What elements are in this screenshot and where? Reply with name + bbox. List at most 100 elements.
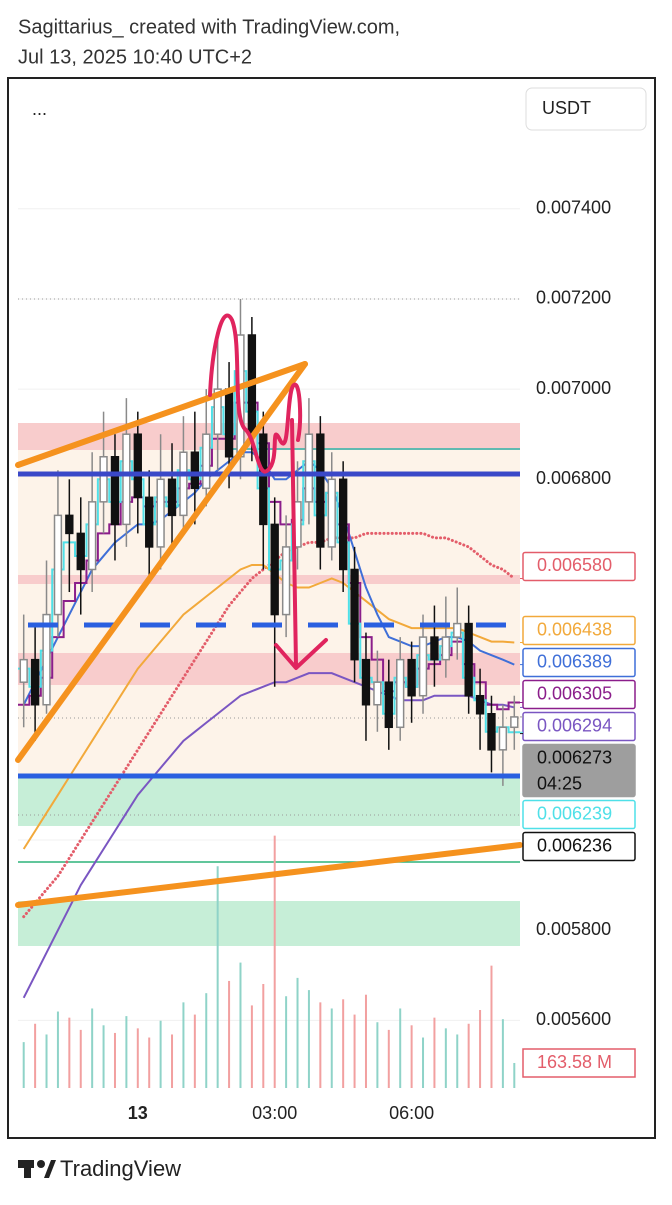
candle-body (487, 713, 496, 751)
menu[interactable]: ... (32, 99, 47, 119)
volume-bar (456, 1034, 459, 1088)
candle-body (316, 433, 325, 548)
volume-bar (387, 1029, 390, 1088)
candle-body (110, 456, 120, 526)
volume-bar (22, 1042, 25, 1088)
candle-body (53, 514, 63, 616)
zone (18, 778, 520, 826)
volume-bar (410, 1025, 413, 1088)
candle-body (338, 478, 348, 571)
countdown: 04:25 (537, 773, 582, 793)
zone (18, 901, 520, 946)
volume-bar (193, 1014, 196, 1088)
candle-body (396, 658, 405, 729)
trendline (15, 842, 523, 908)
volume-bar (250, 1005, 253, 1088)
price-tag-label: 0.006438 (537, 619, 612, 639)
volume-bar (444, 1028, 447, 1088)
volume-bar (330, 1008, 333, 1088)
plot (18, 298, 520, 1088)
currency-box[interactable] (525, 87, 647, 131)
candle-body (202, 433, 211, 490)
candle-body (259, 433, 268, 526)
candle-body (42, 613, 51, 706)
volume-bar (364, 994, 367, 1088)
price-tag (522, 831, 636, 862)
candle-body (510, 716, 519, 729)
candle-body (407, 658, 416, 697)
y-tick-label: 0.005600 (536, 1009, 611, 1029)
price-tag-label: 0.006294 (537, 715, 612, 735)
volume-bar (273, 835, 276, 1088)
price-tag-label: 0.006239 (537, 803, 612, 823)
candle-body (190, 451, 200, 490)
currency[interactable]: USDT (542, 98, 591, 118)
price-tag (522, 799, 636, 830)
candle-body (441, 636, 451, 661)
hand-drawing (208, 313, 303, 474)
candle-body (453, 622, 462, 638)
candle-body (327, 478, 336, 548)
candle-body (430, 636, 439, 661)
volume-bar (353, 1014, 356, 1088)
candle-body (464, 622, 473, 697)
volume-bar (182, 1002, 185, 1088)
indicator-line (18, 401, 520, 711)
price-tag-label: 0.006305 (537, 683, 612, 703)
y-tick-label: 0.005800 (536, 919, 611, 939)
volume-bar (501, 1019, 504, 1088)
volume-bar (216, 866, 219, 1088)
y-tick-label: 0.007200 (536, 288, 611, 308)
indicator-line (22, 672, 515, 999)
candle-body (270, 523, 279, 616)
candle-body (179, 451, 188, 517)
logo (44, 1160, 56, 1178)
trendline (15, 361, 308, 468)
volume-bar (171, 1034, 174, 1088)
volume-bar (513, 1062, 516, 1088)
candle-body (87, 501, 97, 571)
volume-bar (307, 990, 310, 1088)
arrow (274, 418, 328, 670)
candle-body (76, 532, 85, 571)
volume-bar (285, 996, 288, 1088)
header-line: Sagittarius_ created with TradingView.co… (18, 16, 400, 38)
candle-body (384, 681, 393, 729)
price-tag (522, 615, 636, 646)
candle-body (99, 456, 108, 503)
x-tick-label: 06:00 (389, 1103, 434, 1123)
x-tick-label: 03:00 (252, 1103, 297, 1123)
price-tag (522, 551, 636, 582)
candle-body (167, 478, 177, 517)
volume-bar (34, 1023, 37, 1088)
candle-body (418, 636, 428, 697)
volume-bar (102, 1025, 105, 1088)
y-tick-label: 0.006800 (536, 468, 611, 488)
candle-body (498, 726, 508, 751)
volume-bar (68, 1017, 71, 1088)
volume-bar (296, 977, 299, 1088)
price-tag-label: 0.006273 (537, 747, 612, 767)
volume-bar (376, 1022, 379, 1088)
logo (37, 1160, 45, 1168)
y-tick-label: 0.007400 (536, 198, 611, 218)
brand-name: TradingView (60, 1156, 181, 1181)
volume-bar (467, 1023, 470, 1088)
price-tag (522, 711, 636, 742)
volume-bar (45, 1034, 48, 1088)
candle-body (281, 546, 291, 616)
price-tag-label: 0.006236 (537, 835, 612, 855)
volume-bar (91, 1008, 94, 1088)
volume-bar (433, 1017, 436, 1088)
candle-body (361, 658, 371, 706)
candle-body (224, 388, 234, 458)
candle-body (304, 433, 314, 503)
logo (24, 1160, 31, 1178)
volume-bar (56, 1011, 59, 1088)
price-tag-label: 0.006580 (537, 555, 612, 575)
y-tick-label: 0.007000 (536, 378, 611, 398)
volume-bar (422, 1037, 425, 1088)
price-tag (522, 647, 636, 678)
volume-bar (159, 1020, 162, 1088)
